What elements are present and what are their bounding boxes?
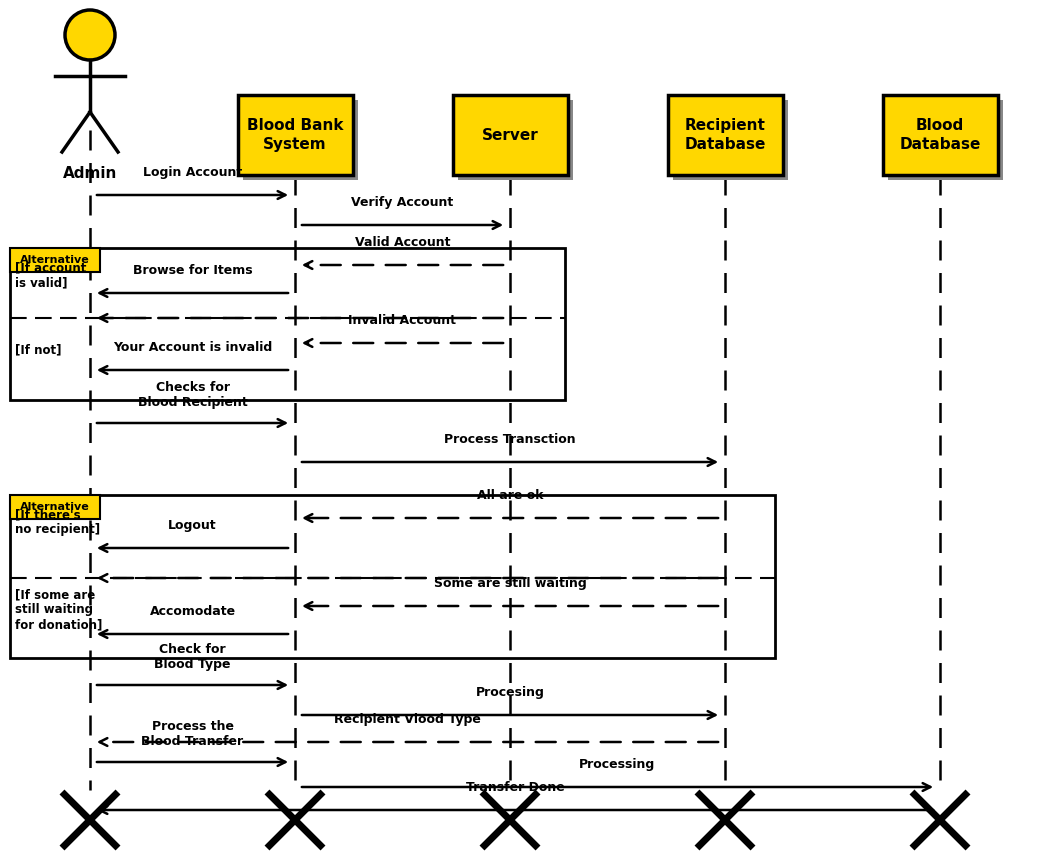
Text: Valid Account: Valid Account: [355, 236, 450, 249]
Bar: [10, 248, 100, 272]
Text: [If there's
no recipient]: [If there's no recipient]: [15, 508, 100, 536]
Bar: [883, 95, 997, 175]
Text: Blood Bank
System: Blood Bank System: [247, 118, 343, 152]
Text: Admin: Admin: [63, 166, 118, 181]
Text: Alternative: Alternative: [20, 255, 90, 265]
Bar: [668, 95, 782, 175]
Text: Alternative: Alternative: [20, 502, 90, 512]
Text: Recipient Vlood Type: Recipient Vlood Type: [334, 713, 481, 726]
Text: [If account
is valid]: [If account is valid]: [15, 261, 86, 289]
Bar: [458, 100, 572, 180]
Text: Login Account: Login Account: [143, 166, 242, 179]
Bar: [10, 495, 775, 658]
Bar: [243, 100, 357, 180]
Text: Processing: Processing: [580, 758, 656, 771]
Circle shape: [65, 10, 114, 60]
Text: Invalid Account: Invalid Account: [349, 314, 457, 327]
Bar: [453, 95, 567, 175]
Text: All are ok: All are ok: [477, 489, 543, 502]
Bar: [10, 248, 565, 400]
Text: Check for
Blood Type: Check for Blood Type: [155, 643, 231, 671]
Text: Logout: Logout: [169, 519, 217, 532]
Text: Blood
Database: Blood Database: [899, 118, 981, 152]
Text: Checks for
Blood Recipient: Checks for Blood Recipient: [138, 381, 247, 409]
Text: Browse for Items: Browse for Items: [132, 264, 252, 277]
Bar: [237, 95, 353, 175]
Text: Transfer Done: Transfer Done: [465, 781, 564, 794]
Text: Server: Server: [481, 127, 538, 142]
Text: Recipient
Database: Recipient Database: [685, 118, 765, 152]
Text: Process Transction: Process Transction: [444, 433, 576, 446]
Text: Some are still waiting: Some are still waiting: [434, 577, 586, 590]
Text: [If not]: [If not]: [15, 343, 61, 356]
Bar: [10, 495, 100, 519]
Text: Accomodate: Accomodate: [149, 605, 235, 618]
Text: Verify Account: Verify Account: [351, 196, 454, 209]
Text: Process the
Blood Transfer: Process the Blood Transfer: [141, 720, 244, 748]
Bar: [887, 100, 1003, 180]
Text: [If some are
still waiting
for donation]: [If some are still waiting for donation]: [15, 589, 103, 631]
Text: Procesing: Procesing: [476, 686, 545, 699]
Bar: [672, 100, 788, 180]
Text: Your Account is invalid: Your Account is invalid: [112, 341, 272, 354]
